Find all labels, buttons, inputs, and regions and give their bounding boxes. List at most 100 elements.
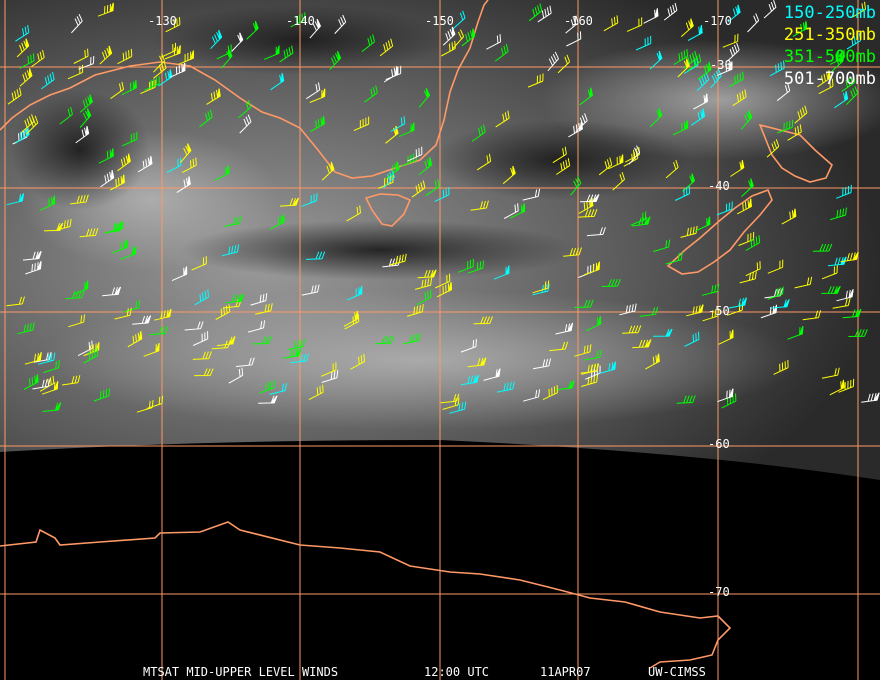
wind-barb [231, 32, 244, 52]
wind-barb [527, 73, 544, 88]
wind-barb [767, 259, 784, 274]
wind-barb [649, 50, 663, 70]
wind-barb [821, 367, 840, 379]
wind-barb [467, 260, 485, 274]
wind-barb [214, 165, 230, 182]
wind-barb [346, 205, 362, 222]
wind-barb [522, 389, 541, 402]
wind-barb [836, 289, 854, 302]
wind-barb [143, 342, 160, 357]
wind-barb [194, 289, 210, 306]
wind-barb [838, 378, 855, 393]
wind-barb [382, 169, 395, 189]
wind-barb [215, 304, 231, 320]
wind-barb [364, 85, 378, 103]
wind-barb [693, 93, 708, 110]
wind-barb [691, 108, 706, 126]
wind-barb [773, 359, 789, 375]
wind-barb [727, 4, 741, 23]
wind-barb [15, 24, 30, 42]
wind-barb [494, 43, 509, 62]
wind-barb [687, 25, 703, 41]
wind-barb [117, 48, 133, 65]
wind-barb [607, 154, 624, 170]
wind-barb [619, 303, 637, 316]
wind-barb [110, 81, 125, 100]
wind-barb [434, 273, 451, 289]
wind-barb [22, 250, 42, 261]
new-zealand-south-island [666, 188, 773, 275]
wind-barb [460, 374, 480, 386]
wind-barb [831, 53, 844, 73]
wind-barb [165, 17, 181, 33]
wind-barb [552, 146, 567, 164]
wind-barb [787, 124, 802, 141]
wind-barb [121, 80, 137, 96]
wind-barb [470, 200, 489, 211]
wind-barb [407, 146, 423, 162]
pressure-level-legend: 150-250mb 251-350mb 351-500mb 501-700mb [784, 2, 876, 90]
wind-barb [258, 395, 278, 404]
wind-barb [246, 20, 259, 40]
caption-source: UW-CIMSS [648, 665, 706, 679]
wind-barb [83, 347, 99, 364]
wind-barb [502, 165, 516, 185]
wind-barb [390, 116, 406, 132]
legend-351-500mb: 351-500mb [783, 47, 876, 67]
wind-barb [32, 378, 51, 390]
caption-time: 12:00 UTC [424, 665, 490, 679]
wind-barb [153, 308, 172, 321]
wind-barb [684, 331, 700, 347]
wind-barb [565, 15, 579, 34]
wind-barb [598, 157, 613, 176]
wind-barb [736, 198, 752, 215]
wind-barb [127, 331, 143, 348]
wind-barb [132, 315, 152, 325]
wind-barb [649, 108, 663, 127]
wind-barb [181, 157, 197, 174]
wind-barb [770, 299, 790, 309]
wind-barb [848, 329, 868, 337]
wind-barb [398, 122, 415, 137]
wind-barb [547, 51, 559, 72]
wind-barb [247, 320, 266, 333]
wind-barb [418, 157, 433, 175]
wind-barb [570, 175, 582, 196]
wind-barb [677, 58, 690, 78]
wind-barb [25, 115, 39, 135]
wind-barb [71, 13, 83, 34]
wind-barb [851, 1, 866, 18]
wind-barb [586, 227, 606, 237]
wind-barb [239, 114, 252, 134]
wind-barb [522, 188, 541, 201]
wind-barb [39, 195, 56, 211]
wind-barb [309, 18, 322, 39]
wind-barb [309, 88, 326, 103]
wind-barb [832, 298, 851, 309]
wind-barb [194, 368, 214, 377]
caption-product: MTSAT MID-UPPER LEVEL WINDS [143, 665, 339, 679]
wind-barb [555, 380, 575, 391]
wind-barb [578, 209, 598, 218]
wind-barb [639, 306, 659, 317]
wind-barb [31, 49, 45, 68]
wind-barb [574, 344, 592, 357]
wind-barb [321, 370, 339, 383]
wind-barb [599, 361, 617, 374]
wind-barb [59, 106, 73, 125]
wind-barb [528, 3, 543, 22]
wind-barb [434, 187, 450, 203]
wind-barb [17, 322, 35, 335]
wind-barb [279, 197, 300, 207]
wind-barb [556, 158, 571, 175]
wind-barb [845, 86, 859, 105]
wind-barb [716, 201, 733, 216]
wind-barb [279, 45, 294, 63]
wind-barb [176, 176, 191, 194]
wind-barb [6, 296, 25, 307]
wind-barb [802, 310, 822, 321]
wind-barb [830, 207, 847, 221]
wind-barb [581, 374, 599, 387]
wind-barb [70, 194, 89, 205]
